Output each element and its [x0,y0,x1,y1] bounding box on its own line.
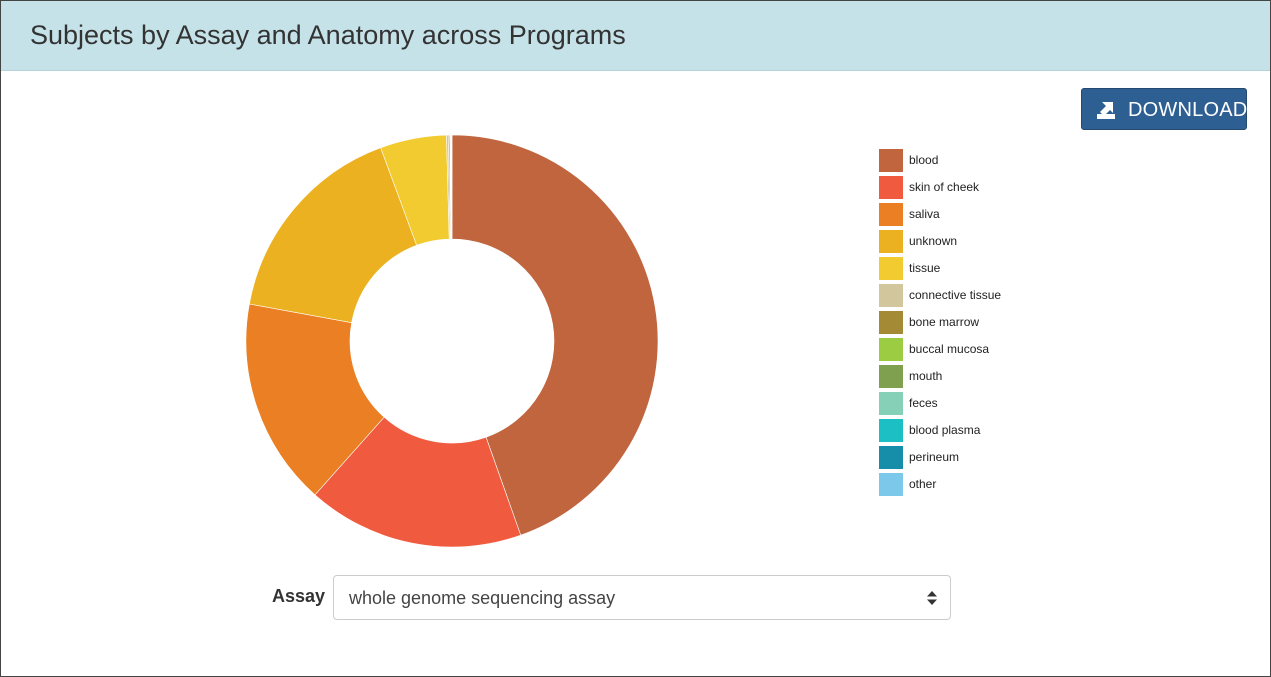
download-button[interactable]: DOWNLOAD [1081,88,1247,130]
legend-item[interactable]: blood plasma [879,419,1079,443]
legend-item[interactable]: mouth [879,365,1079,389]
legend-item[interactable]: blood [879,149,1079,173]
legend-swatch [879,284,903,307]
slice-skin-of-cheek[interactable] [314,416,522,547]
legend-item[interactable]: connective tissue [879,284,1079,308]
legend-item[interactable]: saliva [879,203,1079,227]
legend-item[interactable]: buccal mucosa [879,338,1079,362]
legend-swatch [879,446,903,469]
legend-label: buccal mucosa [909,342,990,356]
legend-swatch [879,149,903,172]
legend-label: blood [909,153,939,167]
legend-label: bone marrow [909,315,980,329]
legend-label: other [909,477,937,491]
legend-swatch [879,419,903,442]
legend-label: tissue [909,261,941,275]
legend-item[interactable]: bone marrow [879,311,1079,335]
legend-item[interactable]: skin of cheek [879,176,1079,200]
legend-swatch [879,365,903,388]
legend-item[interactable]: unknown [879,230,1079,254]
legend-item[interactable]: feces [879,392,1079,416]
slice-blood[interactable] [451,135,658,536]
legend-label: perineum [909,450,960,464]
select-arrows-icon [927,591,937,605]
assay-label: Assay [272,586,326,606]
legend-swatch [879,392,903,415]
download-icon [1097,102,1115,119]
legend-label: unknown [909,234,958,248]
legend-swatch [879,203,903,226]
legend-swatch [879,230,903,253]
legend-item[interactable]: other [879,473,1079,497]
slice-unknown[interactable] [249,147,418,324]
legend-swatch [879,473,903,496]
assay-select-value: whole genome sequencing assay [349,588,616,608]
legend-label: feces [909,396,938,410]
legend-swatch [879,176,903,199]
panel-title: Subjects by Assay and Anatomy across Pro… [30,20,626,50]
legend-swatch [879,257,903,280]
legend-item[interactable]: perineum [879,446,1079,470]
download-button-label: DOWNLOAD [1128,99,1248,121]
legend-label: blood plasma [909,423,981,437]
legend-label: saliva [909,207,940,221]
legend-label: connective tissue [909,288,1002,302]
donut-chart [246,135,658,547]
legend-swatch [879,311,903,334]
slice-saliva[interactable] [246,303,385,496]
panel-header: Subjects by Assay and Anatomy across Pro… [1,1,1270,71]
legend-label: mouth [909,369,943,383]
legend-label: skin of cheek [909,180,980,194]
legend-item[interactable]: tissue [879,257,1079,281]
legend-swatch [879,338,903,361]
assay-select[interactable]: whole genome sequencing assay [333,575,951,620]
